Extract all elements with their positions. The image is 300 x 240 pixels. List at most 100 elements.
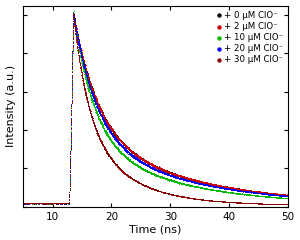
- + 20 μM ClO⁻: [106, 127, 111, 131]
- + 20 μM ClO⁻: [108, 129, 112, 133]
- + 0 μM ClO⁻: [261, 191, 266, 194]
- + 10 μM ClO⁻: [87, 88, 92, 92]
- + 20 μM ClO⁻: [204, 183, 209, 186]
- + 2 μM ClO⁻: [192, 178, 197, 182]
- + 30 μM ClO⁻: [184, 196, 189, 199]
- + 10 μM ClO⁻: [202, 186, 207, 190]
- + 0 μM ClO⁻: [133, 152, 138, 156]
- + 30 μM ClO⁻: [86, 103, 91, 107]
- + 2 μM ClO⁻: [131, 151, 136, 155]
- + 20 μM ClO⁻: [198, 182, 203, 186]
- + 2 μM ClO⁻: [35, 201, 40, 205]
- + 20 μM ClO⁻: [172, 175, 177, 179]
- + 0 μM ClO⁻: [143, 159, 148, 163]
- + 2 μM ClO⁻: [160, 168, 165, 172]
- + 0 μM ClO⁻: [144, 159, 149, 162]
- + 30 μM ClO⁻: [138, 181, 143, 185]
- + 2 μM ClO⁻: [78, 46, 83, 50]
- + 20 μM ClO⁻: [216, 185, 221, 189]
- + 30 μM ClO⁻: [223, 200, 227, 204]
- + 30 μM ClO⁻: [23, 201, 28, 205]
- + 30 μM ClO⁻: [284, 202, 289, 206]
- + 0 μM ClO⁻: [258, 190, 263, 194]
- + 30 μM ClO⁻: [276, 202, 280, 206]
- + 30 μM ClO⁻: [194, 197, 199, 201]
- + 20 μM ClO⁻: [67, 200, 72, 204]
- + 20 μM ClO⁻: [113, 136, 118, 139]
- + 0 μM ClO⁻: [136, 154, 140, 157]
- + 30 μM ClO⁻: [126, 174, 131, 178]
- + 20 μM ClO⁻: [94, 104, 99, 108]
- + 30 μM ClO⁻: [194, 197, 199, 201]
- + 2 μM ClO⁻: [40, 201, 45, 205]
- + 2 μM ClO⁻: [179, 174, 184, 178]
- + 30 μM ClO⁻: [107, 155, 112, 159]
- + 20 μM ClO⁻: [259, 191, 264, 195]
- + 10 μM ClO⁻: [169, 179, 174, 182]
- + 2 μM ClO⁻: [223, 185, 228, 189]
- + 0 μM ClO⁻: [138, 157, 143, 161]
- + 10 μM ClO⁻: [186, 183, 191, 187]
- + 0 μM ClO⁻: [101, 114, 106, 118]
- + 30 μM ClO⁻: [231, 200, 236, 204]
- + 0 μM ClO⁻: [253, 189, 257, 193]
- + 0 μM ClO⁻: [79, 50, 83, 54]
- + 30 μM ClO⁻: [112, 161, 117, 165]
- + 30 μM ClO⁻: [40, 201, 45, 205]
- + 30 μM ClO⁻: [28, 202, 32, 205]
- + 10 μM ClO⁻: [187, 183, 192, 187]
- + 10 μM ClO⁻: [91, 101, 95, 104]
- + 20 μM ClO⁻: [49, 202, 54, 205]
- + 20 μM ClO⁻: [149, 165, 154, 169]
- + 10 μM ClO⁻: [64, 201, 69, 205]
- + 10 μM ClO⁻: [23, 201, 28, 205]
- + 30 μM ClO⁻: [84, 95, 88, 99]
- + 0 μM ClO⁻: [277, 192, 281, 196]
- + 20 μM ClO⁻: [77, 46, 82, 49]
- + 10 μM ClO⁻: [243, 192, 248, 196]
- + 0 μM ClO⁻: [255, 190, 260, 194]
- + 30 μM ClO⁻: [83, 91, 88, 95]
- + 30 μM ClO⁻: [178, 194, 183, 198]
- + 10 μM ClO⁻: [260, 194, 265, 198]
- + 30 μM ClO⁻: [268, 202, 273, 206]
- + 30 μM ClO⁻: [125, 173, 130, 177]
- + 30 μM ClO⁻: [205, 198, 210, 202]
- + 20 μM ClO⁻: [265, 192, 269, 196]
- + 10 μM ClO⁻: [46, 202, 50, 205]
- + 10 μM ClO⁻: [33, 201, 38, 205]
- + 10 μM ClO⁻: [66, 201, 71, 205]
- + 0 μM ClO⁻: [64, 201, 69, 205]
- + 20 μM ClO⁻: [49, 201, 54, 205]
- + 0 μM ClO⁻: [245, 188, 250, 192]
- + 0 μM ClO⁻: [254, 190, 259, 193]
- + 2 μM ClO⁻: [56, 201, 60, 205]
- + 20 μM ClO⁻: [58, 201, 62, 205]
- + 10 μM ClO⁻: [72, 19, 77, 23]
- + 10 μM ClO⁻: [282, 196, 287, 200]
- + 20 μM ClO⁻: [248, 190, 253, 194]
- + 10 μM ClO⁻: [68, 168, 73, 172]
- + 10 μM ClO⁻: [188, 184, 193, 187]
- + 20 μM ClO⁻: [118, 144, 123, 148]
- + 2 μM ClO⁻: [45, 201, 50, 205]
- + 2 μM ClO⁻: [51, 201, 56, 205]
- + 30 μM ClO⁻: [202, 198, 207, 202]
- + 20 μM ClO⁻: [71, 15, 76, 18]
- + 10 μM ClO⁻: [272, 195, 277, 199]
- + 30 μM ClO⁻: [161, 191, 166, 194]
- + 10 μM ClO⁻: [42, 201, 46, 205]
- + 10 μM ClO⁻: [273, 195, 278, 199]
- + 30 μM ClO⁻: [42, 201, 47, 205]
- + 0 μM ClO⁻: [126, 146, 130, 150]
- + 30 μM ClO⁻: [71, 18, 76, 22]
- + 30 μM ClO⁻: [243, 201, 248, 205]
- + 10 μM ClO⁻: [139, 166, 143, 169]
- + 20 μM ClO⁻: [43, 201, 48, 205]
- + 10 μM ClO⁻: [107, 135, 112, 139]
- + 30 μM ClO⁻: [129, 176, 134, 180]
- + 2 μM ClO⁻: [221, 184, 226, 188]
- + 30 μM ClO⁻: [85, 100, 90, 104]
- + 10 μM ClO⁻: [281, 196, 286, 200]
- + 2 μM ClO⁻: [208, 182, 213, 186]
